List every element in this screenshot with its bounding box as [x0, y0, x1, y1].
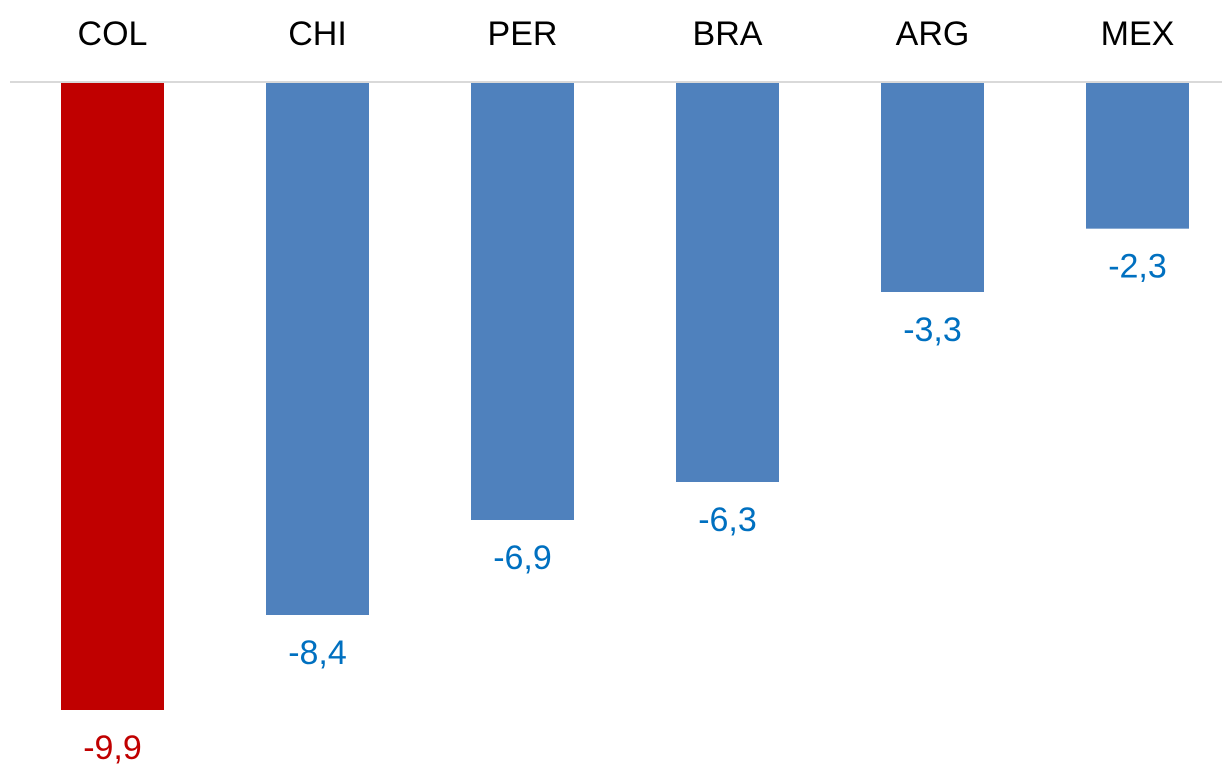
bar — [881, 83, 984, 292]
value-label: -6,9 — [493, 539, 552, 577]
bar — [61, 83, 164, 710]
bar — [471, 83, 574, 520]
value-label: -3,3 — [903, 311, 962, 349]
bar — [1086, 83, 1189, 229]
bar — [266, 83, 369, 615]
value-label: -9,9 — [83, 729, 142, 767]
value-label: -2,3 — [1108, 248, 1167, 286]
bar — [676, 83, 779, 482]
category-label: BRA — [693, 15, 763, 53]
category-label: COL — [78, 15, 148, 53]
category-label: PER — [488, 15, 558, 53]
category-label: ARG — [896, 15, 970, 53]
category-label: MEX — [1101, 15, 1175, 53]
value-label: -8,4 — [288, 634, 347, 672]
category-label: CHI — [288, 15, 347, 53]
value-label: -6,3 — [698, 501, 757, 539]
